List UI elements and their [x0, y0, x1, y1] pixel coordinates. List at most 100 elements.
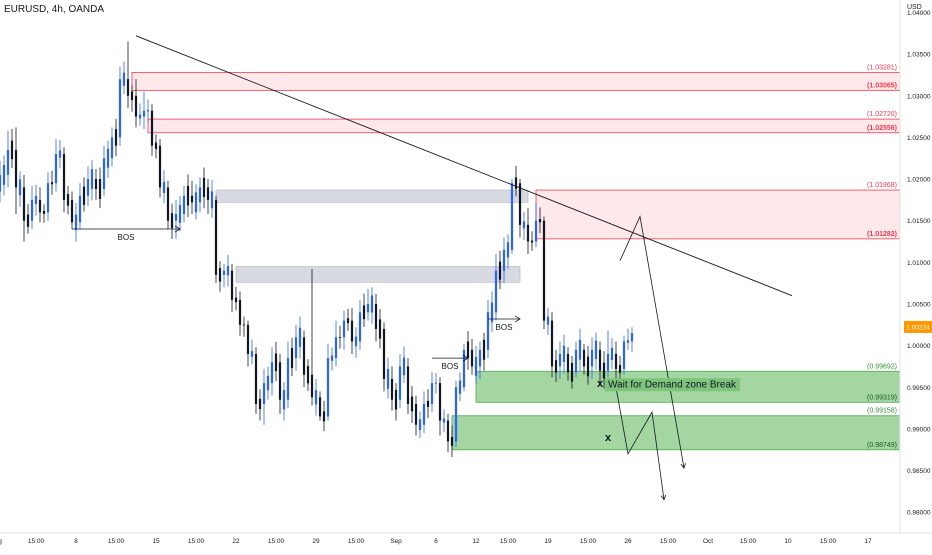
candle-body[interactable] — [378, 319, 382, 339]
projection-path[interactable] — [615, 387, 665, 500]
candle-body[interactable] — [418, 419, 422, 431]
candle-body[interactable] — [286, 358, 290, 400]
candle-body[interactable] — [22, 187, 26, 221]
candle-body[interactable] — [190, 195, 194, 203]
candle-body[interactable] — [322, 411, 326, 422]
grey-zone[interactable] — [235, 266, 521, 283]
candle-body[interactable] — [382, 328, 386, 379]
candle-body[interactable] — [102, 158, 106, 190]
candle-body[interactable] — [294, 337, 298, 359]
candle-body[interactable] — [86, 179, 90, 196]
candle-body[interactable] — [390, 378, 394, 400]
candle-body[interactable] — [298, 327, 302, 347]
candle-body[interactable] — [498, 261, 502, 280]
candle-body[interactable] — [166, 187, 170, 221]
candle-body[interactable] — [6, 149, 10, 175]
candle-body[interactable] — [402, 357, 406, 376]
candle-body[interactable] — [594, 340, 598, 359]
candle-body[interactable] — [582, 349, 586, 367]
grey-zone[interactable] — [215, 189, 529, 203]
candle-body[interactable] — [426, 400, 430, 407]
supply-zone[interactable] — [535, 189, 901, 240]
candle-body[interactable] — [566, 353, 570, 373]
candle-body[interactable] — [478, 349, 482, 367]
candle-body[interactable] — [90, 169, 94, 189]
candle-body[interactable] — [18, 179, 22, 196]
candle-body[interactable] — [474, 356, 478, 376]
candle-body[interactable] — [42, 210, 46, 214]
candle-body[interactable] — [338, 337, 342, 338]
candle-body[interactable] — [590, 349, 594, 367]
candle-body[interactable] — [2, 164, 6, 185]
candle-body[interactable] — [466, 341, 470, 359]
candle-body[interactable] — [206, 187, 210, 200]
supply-zone[interactable] — [147, 118, 901, 134]
candle-body[interactable] — [250, 351, 254, 357]
candle-body[interactable] — [110, 137, 114, 159]
candle-body[interactable] — [502, 249, 506, 271]
candle-body[interactable] — [598, 349, 602, 371]
candle-body[interactable] — [30, 199, 34, 221]
candle-body[interactable] — [386, 368, 390, 389]
candle-body[interactable] — [522, 221, 526, 229]
candle-body[interactable] — [230, 270, 234, 300]
candle-body[interactable] — [214, 199, 218, 275]
candle-body[interactable] — [414, 403, 418, 425]
candle-body[interactable] — [482, 339, 486, 360]
candle-body[interactable] — [470, 349, 474, 367]
candle-body[interactable] — [66, 194, 70, 206]
candle-body[interactable] — [442, 418, 446, 423]
candle-body[interactable] — [74, 214, 78, 231]
candle-body[interactable] — [546, 316, 550, 325]
candle-body[interactable] — [26, 214, 30, 227]
candle-body[interactable] — [162, 181, 166, 193]
candle-body[interactable] — [146, 110, 150, 112]
candle-body[interactable] — [170, 213, 174, 229]
candle-body[interactable] — [422, 403, 426, 425]
candle-body[interactable] — [78, 195, 82, 223]
candle-body[interactable] — [98, 179, 102, 200]
candle-body[interactable] — [94, 179, 98, 190]
candle-body[interactable] — [134, 95, 138, 117]
candle-body[interactable] — [570, 362, 574, 382]
candle-body[interactable] — [142, 110, 146, 117]
candle-body[interactable] — [130, 91, 134, 101]
candle-body[interactable] — [550, 320, 554, 367]
candle-body[interactable] — [278, 362, 282, 400]
candle-body[interactable] — [354, 336, 358, 347]
candle-body[interactable] — [210, 191, 214, 209]
candle-body[interactable] — [626, 340, 630, 343]
candle-body[interactable] — [54, 154, 58, 184]
candle-body[interactable] — [178, 205, 182, 223]
candle-body[interactable] — [154, 142, 158, 149]
candle-body[interactable] — [486, 312, 490, 350]
candle-body[interactable] — [558, 353, 562, 367]
candle-body[interactable] — [222, 270, 226, 275]
candle-body[interactable] — [622, 341, 626, 369]
candle-body[interactable] — [362, 305, 366, 320]
candle-body[interactable] — [58, 150, 62, 158]
candle-body[interactable] — [46, 183, 50, 213]
candle-body[interactable] — [326, 358, 330, 417]
candle-body[interactable] — [370, 295, 374, 313]
candle-body[interactable] — [578, 339, 582, 360]
candle-body[interactable] — [0, 174, 2, 192]
candle-body[interactable] — [430, 383, 434, 404]
candle-body[interactable] — [318, 397, 322, 417]
candle-body[interactable] — [14, 149, 18, 188]
candle-body[interactable] — [306, 366, 310, 384]
candle-body[interactable] — [562, 345, 566, 363]
candle-body[interactable] — [138, 114, 142, 119]
candle-body[interactable] — [194, 192, 198, 213]
candle-body[interactable] — [254, 353, 258, 404]
candle-body[interactable] — [70, 199, 74, 223]
candle-body[interactable] — [534, 220, 538, 242]
candle-body[interactable] — [630, 333, 634, 342]
candle-body[interactable] — [530, 240, 534, 243]
candle-body[interactable] — [518, 183, 522, 225]
candle-body[interactable] — [10, 140, 14, 160]
candle-body[interactable] — [450, 436, 454, 446]
candle-body[interactable] — [122, 72, 126, 86]
candle-body[interactable] — [118, 79, 122, 138]
